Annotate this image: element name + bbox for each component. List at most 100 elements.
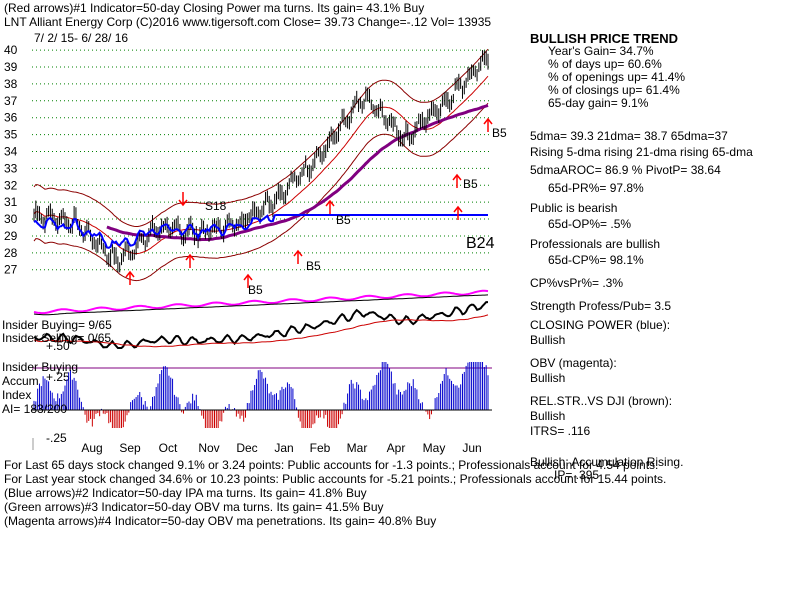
insider-buying-label: Insider Buying= 9/65 (2, 318, 112, 332)
ma65-line (106, 103, 489, 242)
obv-ma-line (33, 294, 489, 316)
summary-65-days: For Last 65 days stock changed 9.1% or 3… (4, 458, 659, 472)
green-arrows-note: (Green arrows)#3 Indicator=50-day OBV ma… (4, 500, 384, 514)
signal-arrow (243, 273, 253, 288)
op-percent: 65d-OP%= .5% (548, 217, 632, 231)
accum-label-2: Accum (2, 374, 39, 388)
arrow-head (185, 253, 195, 261)
closing-power-line (33, 214, 488, 249)
dma-values: 5dma= 39.3 21dma= 38.7 65dma=37 (530, 129, 728, 143)
grid-lines (32, 49, 492, 450)
rel-str-state: Bullish (530, 409, 566, 423)
cp-vs-pr: CP%vsPr%= .3% (530, 276, 624, 290)
signal-arrow (325, 199, 335, 214)
signal-label: B5 (336, 213, 351, 227)
trend-title: BULLISH PRICE TREND (530, 31, 679, 46)
signal-label: B5 (306, 259, 321, 273)
price-tick-label: 38 (4, 77, 18, 91)
price-tick-label: 30 (4, 212, 18, 226)
pr-percent: 65d-PR%= 97.8% (548, 181, 644, 195)
accumulation-rising: Bullish: Accumulation Rising. (530, 455, 684, 469)
chart-series (32, 48, 492, 428)
month-tick-label: Nov (198, 441, 219, 455)
price-tick-label: 31 (4, 195, 18, 209)
month-tick-label: Dec (236, 441, 257, 455)
arrow-head (453, 205, 463, 213)
rel-str-label: REL.STR..VS DJI (brown): (530, 394, 673, 408)
ai-value: AI= 183/200 (2, 402, 68, 416)
price-tick-label: 33 (4, 161, 18, 175)
signal-arrow (483, 117, 493, 132)
signal-label: B5 (463, 177, 478, 191)
arrow-head (452, 173, 462, 181)
arrow-head (178, 199, 188, 207)
price-tick-label: 37 (4, 94, 18, 108)
signal-arrow (125, 270, 135, 285)
price-tick-label: 40 (4, 43, 18, 57)
rel-str-line (33, 301, 488, 349)
magenta-arrows-note: (Magenta arrows)#4 Indicator=50-day OBV … (4, 514, 437, 528)
price-tick-label: 27 (4, 263, 18, 277)
month-tick-label: May (423, 441, 446, 455)
price-tick-label: 29 (4, 229, 18, 243)
upper-band-line (33, 48, 489, 227)
ticker-header: LNT Alliant Energy Corp (C)2016 www.tige… (4, 15, 492, 29)
signal-arrow (453, 205, 463, 220)
indicator-header: (Red arrows)#1 Indicator=50-day Closing … (4, 1, 425, 15)
month-tick-label: Oct (159, 441, 178, 455)
days-up: % of days up= 60.6% (548, 57, 662, 71)
chart-annotations: S18 B5 B5 B5 B5 B5 B24 (125, 117, 507, 297)
itrs-value: ITRS= .116 (530, 424, 591, 438)
public-state: Public is bearish (530, 201, 618, 215)
cp-percent: 65d-CP%= 98.1% (548, 253, 644, 267)
price-tick-label: 28 (4, 246, 18, 260)
obv-line (33, 289, 489, 315)
accum-tick-label: +.50 (46, 339, 70, 353)
price-tick-label: 34 (4, 144, 18, 158)
sixty-five-day-gain: 65-day gain= 9.1% (548, 96, 649, 110)
price-tick-label: 36 (4, 111, 18, 125)
signal-label: S18 (205, 199, 227, 213)
closings-up: % of closings up= 61.4% (548, 83, 680, 97)
rising-dma: Rising 5-dma rising 21-dma rising 65-dma (530, 145, 753, 159)
professionals-state: Professionals are bullish (530, 237, 661, 251)
years-gain: Year's Gain= 34.7% (548, 44, 654, 58)
summary-year: For Last year stock changed 34.6% or 10.… (4, 472, 667, 486)
month-tick-labels: Aug Sep Oct Nov Dec Jan Feb Mar Apr May Jun (81, 441, 481, 455)
month-tick-label: Apr (387, 441, 406, 455)
accum-label-3: Index (2, 388, 32, 402)
arrow-head (483, 117, 493, 125)
month-tick-label: Jun (462, 441, 481, 455)
date-range: 7/ 2/ 15- 6/ 28/ 16 (34, 31, 129, 45)
signal-label: B24 (466, 235, 495, 252)
month-tick-label: Sep (119, 441, 141, 455)
accum-label-1: Insider Buying (2, 360, 79, 374)
price-tick-label: 32 (4, 178, 18, 192)
arrow-head (125, 270, 135, 278)
openings-up: % of openings up= 41.4% (548, 70, 686, 84)
price-tick-label: 39 (4, 60, 18, 74)
strength-ratio: Strength Profess/Pub= 3.5 (530, 299, 672, 313)
insider-selling-label: Insider Selling= 0/65 (2, 331, 112, 345)
signal-label: B5 (492, 126, 507, 140)
closing-power-state: Bullish (530, 333, 566, 347)
summary-footer: For Last 65 days stock changed 9.1% or 3… (4, 458, 666, 528)
accum-tick-label: -.25 (46, 431, 67, 445)
rel-str-ma-line (33, 314, 489, 348)
arrow-head (243, 273, 253, 281)
price-tick-label: 35 (4, 128, 18, 142)
trend-panel: BULLISH PRICE TREND Year's Gain= 34.7% %… (530, 32, 753, 482)
month-tick-label: Feb (310, 441, 331, 455)
ip-value: IP= .395 (554, 468, 600, 482)
signal-label: B5 (248, 283, 263, 297)
arrow-head (325, 199, 335, 207)
price-tick-labels: 40 39 38 37 36 35 34 33 32 31 30 29 28 27 (4, 43, 18, 277)
obv-state: Bullish (530, 371, 566, 385)
signal-arrow (185, 253, 195, 268)
arrow-head (293, 249, 303, 257)
closing-power-label: CLOSING POWER (blue): (530, 318, 671, 332)
accum-tick-label: +.25 (46, 370, 70, 384)
lower-band-line (33, 102, 489, 282)
month-tick-label: Mar (347, 441, 368, 455)
